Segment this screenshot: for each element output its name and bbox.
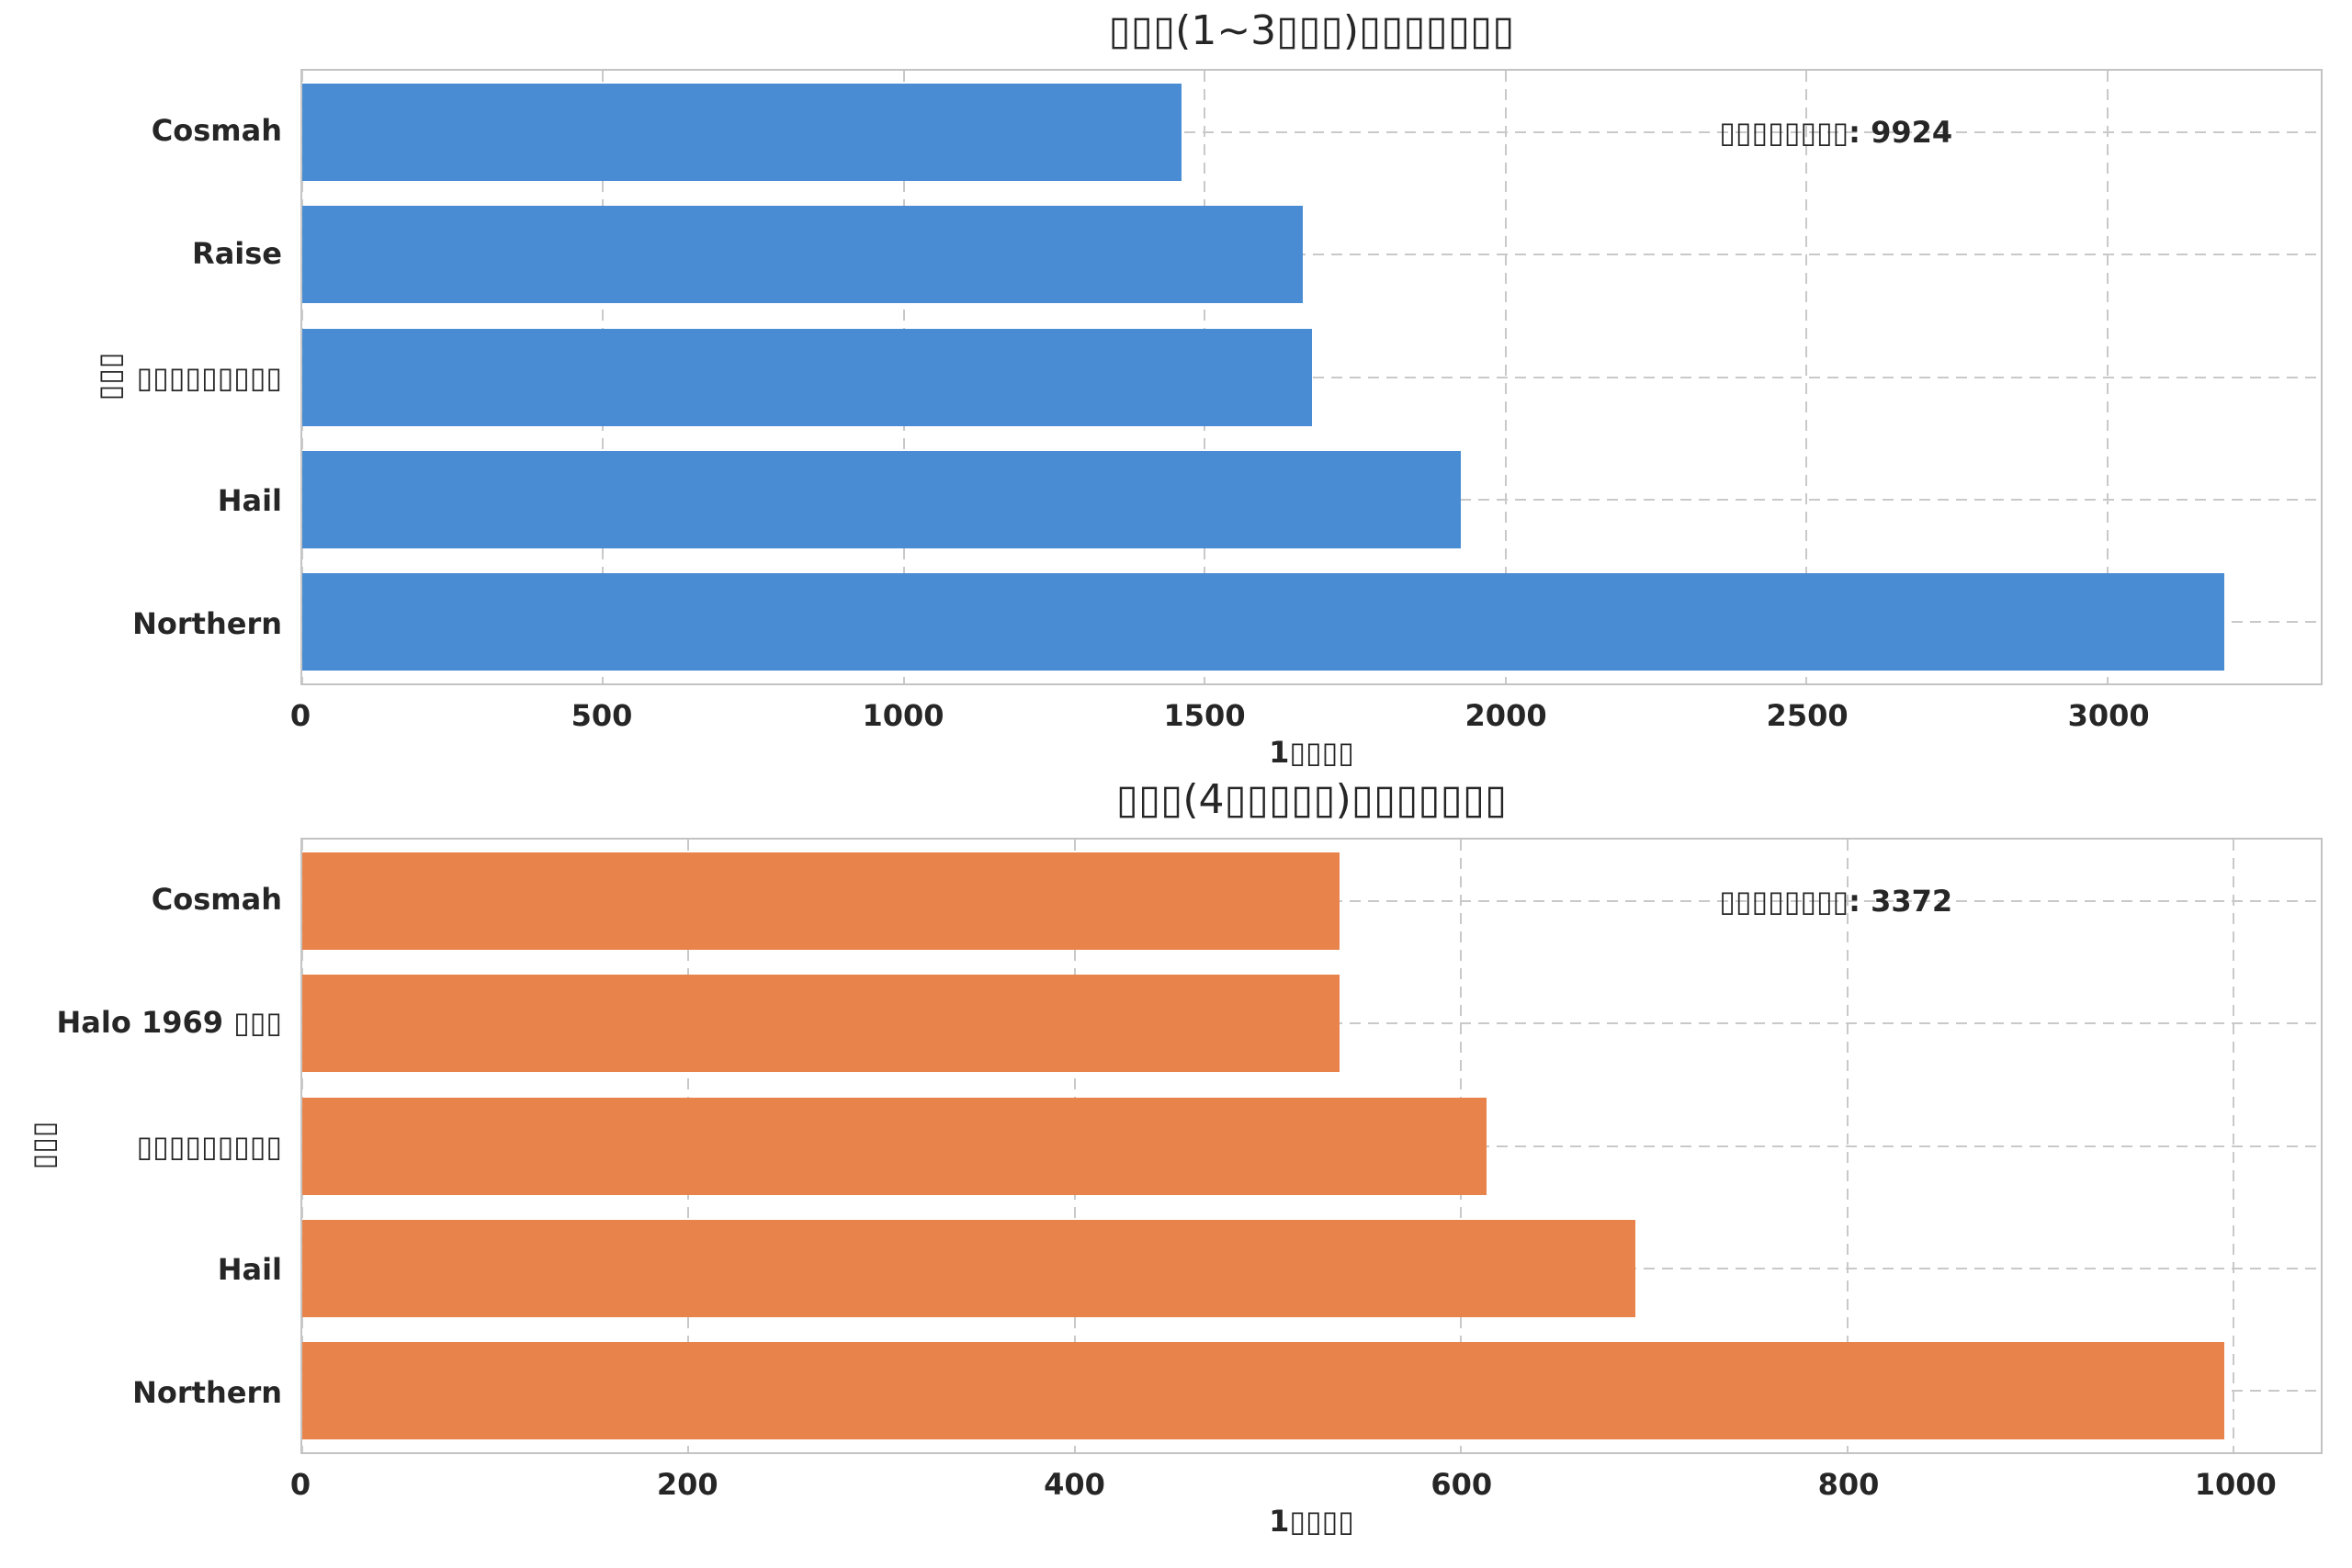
bar <box>302 852 1340 950</box>
chart-title: ▯▯▯(4▯▯▯▯▯)▯▯▯▯▯▯▯ <box>1115 776 1508 823</box>
x-ticks: 0 200 400 600 800 1000 <box>290 1465 2323 1504</box>
bar <box>302 1219 1635 1317</box>
x-tick-label: 400 <box>1044 1467 1105 1502</box>
x-tick-label: 1000 <box>2194 1467 2277 1502</box>
y-category-label: ▯▯▯▯▯▯▯▯▯ <box>136 359 282 395</box>
chart-title: ▯▯▯(1~3▯▯▯)▯▯▯▯▯▯▯ <box>1108 7 1515 54</box>
y-category-label: ▯▯▯▯▯▯▯▯▯ <box>136 1128 282 1164</box>
annotation: ▯▯▯▯▯▯▯▯: 3372 <box>1719 884 1953 919</box>
x-tick-label: 1500 <box>1163 698 1246 733</box>
x-tick-label: 1000 <box>862 698 944 733</box>
x-tick-label: 800 <box>1817 1467 1880 1502</box>
y-category-label: Hail <box>217 482 282 518</box>
y-categories: Cosmah Raise ▯▯▯▯▯▯▯▯▯ Hail Northern <box>0 69 282 685</box>
y-category-label: Northern <box>132 1374 282 1410</box>
bar <box>302 328 1313 426</box>
x-tick-label: 500 <box>571 698 633 733</box>
x-axis-label: 1▯▯▯▯ <box>1269 735 1354 770</box>
x-ticks: 0 500 1000 1500 2000 2500 3000 <box>290 696 2323 735</box>
x-tick-label: 200 <box>656 1467 718 1502</box>
bar <box>302 450 1461 548</box>
x-tick-label: 2500 <box>1766 698 1849 733</box>
bar <box>302 573 2225 671</box>
gridline-horizontal <box>302 130 2321 133</box>
bar <box>302 975 1340 1073</box>
annotation: ▯▯▯▯▯▯▯▯: 9924 <box>1719 115 1953 150</box>
y-category-label: Raise <box>192 236 282 272</box>
bar <box>302 1097 1487 1195</box>
y-category-label: Cosmah <box>151 882 282 918</box>
bar <box>302 206 1303 304</box>
y-category-label: Cosmah <box>151 113 282 149</box>
x-tick-label: 0 <box>289 1467 311 1502</box>
x-tick-label: 600 <box>1430 1467 1493 1502</box>
plot-area: ▯▯▯▯▯▯▯▯: 3372 <box>300 838 2323 1454</box>
y-categories: Cosmah Halo 1969 ▯▯▯ ▯▯▯▯▯▯▯▯▯ Hail Northern <box>0 838 283 1454</box>
y-category-label: Hail <box>217 1251 282 1287</box>
y-category-label: Halo 1969 ▯▯▯ <box>56 1005 283 1041</box>
bar <box>302 83 1182 181</box>
x-tick-label: 3000 <box>2067 698 2150 733</box>
x-tick-label: 2000 <box>1464 698 1547 733</box>
y-category-label: Northern <box>132 605 282 641</box>
plot-area: ▯▯▯▯▯▯▯▯: 9924 <box>300 69 2323 685</box>
x-tick-label: 0 <box>289 698 311 733</box>
x-axis-label: 1▯▯▯▯ <box>1269 1504 1354 1539</box>
bar <box>302 1342 2224 1440</box>
gridline-horizontal <box>302 254 2321 256</box>
